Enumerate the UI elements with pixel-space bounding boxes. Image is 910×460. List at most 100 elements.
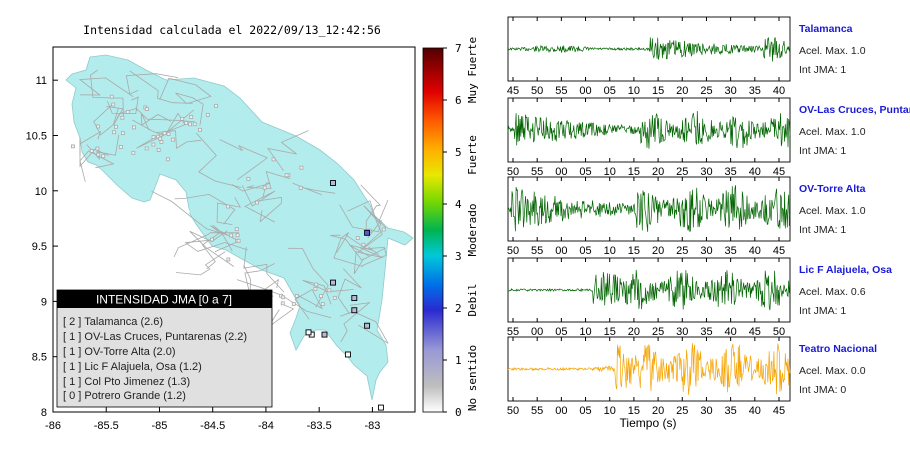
waveform-panel: 50 55 00 05 10 15 20 25 30 35 40 45 OV-Torre Alta Ace… (507, 176, 866, 257)
jma-intensity: Int JMA: 1 (799, 145, 846, 157)
map-x-tick-label: -83 (364, 420, 380, 432)
map-y-tick-label: 9 (41, 296, 47, 308)
town-dot (120, 131, 125, 136)
town-dot (114, 124, 118, 129)
waveform-panel: 50 55 00 05 10 15 20 25 30 35 40 45 OV-Las Cruces, P… (507, 97, 910, 178)
map-y-ticks: 8 8.5 9 9.5 10 10.5 11 (26, 75, 58, 419)
waveform-tick-label: 55 (507, 326, 519, 338)
legend-item: [ 1 ] OV-Las Cruces, Puntarenas (2.2) (63, 331, 247, 343)
map-y-tick-label: 10 (35, 186, 47, 198)
town-dot (159, 140, 164, 144)
road (78, 77, 134, 98)
town-dot (226, 257, 231, 262)
road (216, 197, 241, 225)
waveform-panel: 45 50 55 00 05 10 15 20 25 30 35 40 Talamanca Acel. M… (507, 16, 866, 97)
legend-item: [ 1 ] Lic F Alajuela, Osa (1.2) (63, 361, 202, 373)
waveform-tick-label: 10 (604, 245, 616, 257)
legend-title-bar (57, 290, 272, 308)
town-dot (271, 157, 276, 162)
waveform-tick-label: 50 (507, 405, 519, 417)
map-y-tick-label: 10.5 (26, 130, 47, 142)
town-dot (144, 146, 149, 151)
town-dot (332, 295, 337, 300)
waveform-tick-label: 25 (676, 166, 688, 178)
road (349, 244, 379, 257)
waveform-tick-label: 30 (700, 405, 712, 417)
town-dot (158, 136, 163, 141)
town-dot (294, 294, 299, 298)
road (174, 193, 236, 225)
town-dot (96, 152, 101, 157)
road (347, 200, 383, 253)
waveform-tick-label: 20 (676, 85, 688, 97)
max-acceleration: Acel. Max. 0.0 (799, 365, 866, 377)
town-dot (226, 204, 231, 209)
max-acceleration: Acel. Max. 1.0 (799, 45, 866, 57)
town-dot (229, 233, 234, 238)
legend-background (56, 289, 273, 408)
town-dot (96, 124, 100, 129)
town-dot (281, 295, 286, 300)
waveform-tick-label: 00 (579, 85, 591, 97)
town-dot (236, 238, 241, 243)
costa-rica-landmass (65, 54, 414, 401)
waveform-tick-label: 45 (773, 245, 785, 257)
map-x-tick-label: -85 (152, 420, 168, 432)
road (175, 92, 204, 126)
town-dot (151, 135, 156, 139)
waveform-panel: 55 00 05 10 15 20 25 30 35 40 45 50 Lic F Alajuela, … (507, 257, 892, 338)
road-network (71, 69, 389, 344)
waveform-tick-label: 30 (700, 245, 712, 257)
road (107, 96, 139, 115)
waveform-tick-label: 10 (604, 405, 616, 417)
max-acceleration: Acel. Max. 0.6 (799, 286, 866, 298)
waveform-tick-label: 30 (676, 326, 688, 338)
station-name: OV-Torre Alta (799, 183, 866, 195)
town-dot (132, 125, 136, 130)
jma-intensity: Int JMA: 1 (799, 64, 846, 76)
colorbar-gradient (422, 47, 444, 413)
waveform-tick-label: 20 (652, 405, 664, 417)
road (93, 102, 119, 136)
town-dot (355, 236, 360, 241)
max-acceleration: Acel. Max. 1.0 (799, 126, 866, 138)
town-dot (101, 154, 106, 159)
waveform-panel: 50 55 00 05 10 15 20 25 30 35 40 45 Teatro Nacional A… (507, 336, 877, 417)
station-markers (305, 180, 384, 411)
town-dot (95, 146, 100, 151)
colorbar-label-moderado: Moderado (466, 204, 479, 257)
intensity-legend: INTENSIDAD JMA [0 a 7] [ 2 ] Talamanca (… (56, 289, 273, 408)
road (151, 190, 228, 236)
waveform-panels: 45 50 55 00 05 10 15 20 25 30 35 40 Talamanca Acel. M… (507, 16, 910, 417)
road (246, 171, 291, 190)
road (353, 247, 384, 275)
jma-intensity: Int JMA: 1 (799, 224, 846, 236)
station-marker (330, 279, 336, 286)
waveform-trace (507, 269, 791, 311)
colorbar-label-debil: Debil (466, 283, 479, 316)
road (219, 139, 269, 181)
waveform-tick-label: 20 (628, 326, 640, 338)
map-y-tick-label: 8.5 (32, 352, 47, 364)
colorbar-label-fuerte: Fuerte (466, 135, 479, 175)
town-dot (162, 131, 167, 136)
town-dot (246, 176, 251, 181)
colorbar-tick-label: 3 (455, 250, 462, 263)
waveform-tick-label: 25 (676, 405, 688, 417)
waveform-tick-label: 55 (531, 405, 543, 417)
waveform-tick-label: 50 (507, 166, 519, 178)
town-dot (166, 132, 171, 136)
map-y-tick-label: 9.5 (32, 241, 47, 253)
waveform-tick-label: 15 (628, 166, 640, 178)
waveform-tick-label: 35 (749, 85, 761, 97)
map-x-ticks: -86 -85.5 -85 -84.5 -84 -83.5 -83 (45, 407, 380, 432)
town-dot (280, 301, 285, 306)
map-title: Intensidad calculada el 2022/09/13_12:42… (83, 23, 381, 37)
road (159, 77, 212, 104)
road (363, 199, 389, 247)
waveform-tick-label: 35 (725, 245, 737, 257)
jma-intensity: Int JMA: 0 (799, 384, 846, 396)
waveform-tick-label: 50 (507, 245, 519, 257)
road (292, 182, 336, 196)
waveform-tick-label: 40 (773, 85, 785, 97)
